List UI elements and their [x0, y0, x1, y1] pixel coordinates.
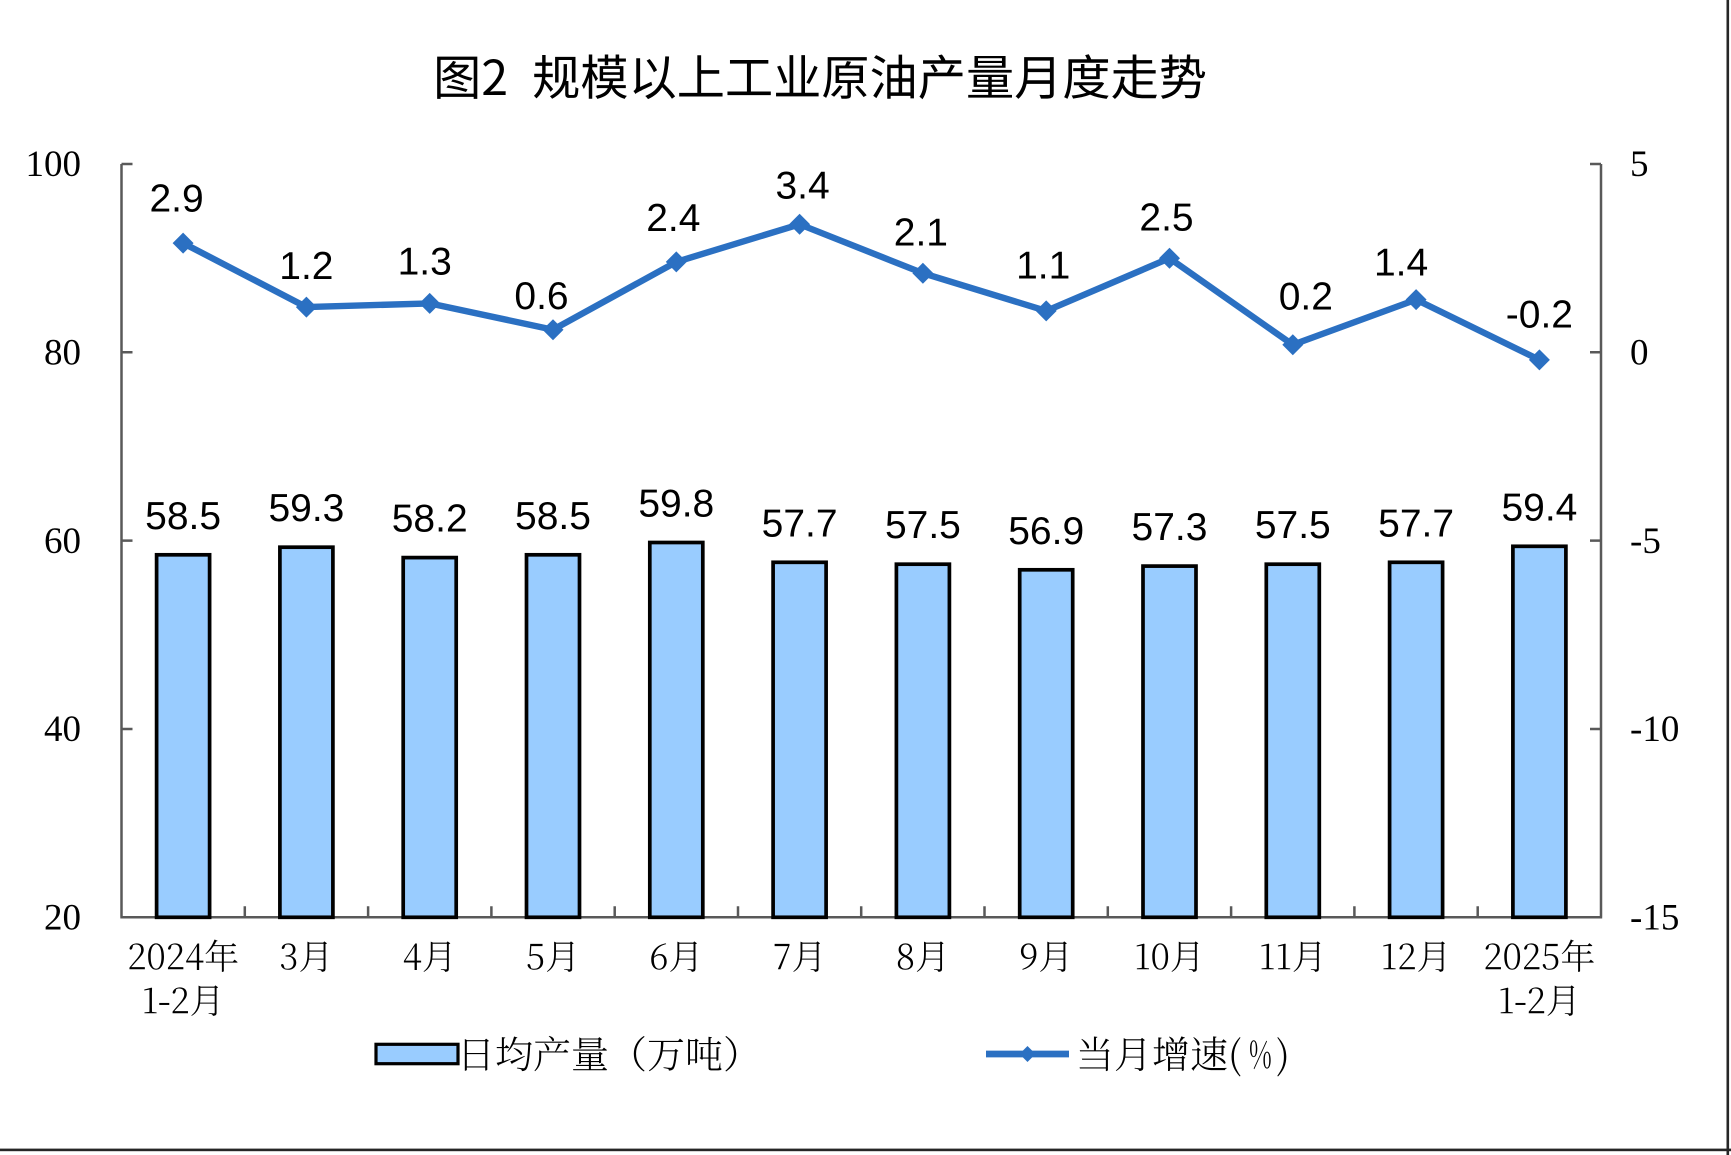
svg-text:58.2: 58.2: [392, 498, 468, 541]
svg-text:60: 60: [44, 521, 81, 562]
svg-text:-5: -5: [1630, 521, 1661, 562]
svg-text:58.5: 58.5: [515, 495, 591, 538]
svg-text:1.4: 1.4: [1374, 242, 1428, 285]
svg-text:57.7: 57.7: [762, 502, 838, 545]
svg-text:59.4: 59.4: [1501, 486, 1577, 529]
svg-text:57.3: 57.3: [1132, 506, 1208, 549]
svg-text:-0.2: -0.2: [1506, 293, 1573, 336]
svg-text:57.7: 57.7: [1378, 502, 1454, 545]
svg-text:0.6: 0.6: [514, 275, 568, 318]
svg-text:80: 80: [44, 333, 81, 374]
svg-text:5: 5: [1630, 144, 1649, 185]
svg-text:59.8: 59.8: [638, 483, 714, 526]
svg-text:-15: -15: [1630, 898, 1679, 939]
svg-text:57.5: 57.5: [1255, 504, 1331, 547]
svg-text:0: 0: [1630, 333, 1649, 374]
svg-text:2.9: 2.9: [149, 178, 203, 221]
svg-text:2.1: 2.1: [894, 212, 948, 255]
svg-text:0.2: 0.2: [1279, 275, 1333, 318]
svg-text:59.3: 59.3: [268, 487, 344, 530]
svg-text:3.4: 3.4: [775, 164, 829, 207]
svg-text:-10: -10: [1630, 709, 1679, 750]
svg-text:20: 20: [44, 898, 81, 939]
svg-text:1.2: 1.2: [279, 245, 333, 288]
svg-text:56.9: 56.9: [1008, 510, 1084, 553]
svg-text:2.4: 2.4: [646, 197, 700, 240]
svg-text:2.5: 2.5: [1139, 197, 1193, 240]
svg-text:100: 100: [26, 144, 82, 185]
svg-text:1.3: 1.3: [398, 240, 452, 283]
svg-text:57.5: 57.5: [885, 504, 961, 547]
svg-text:1.1: 1.1: [1016, 244, 1070, 287]
svg-text:58.5: 58.5: [145, 495, 221, 538]
svg-text:40: 40: [44, 709, 81, 750]
